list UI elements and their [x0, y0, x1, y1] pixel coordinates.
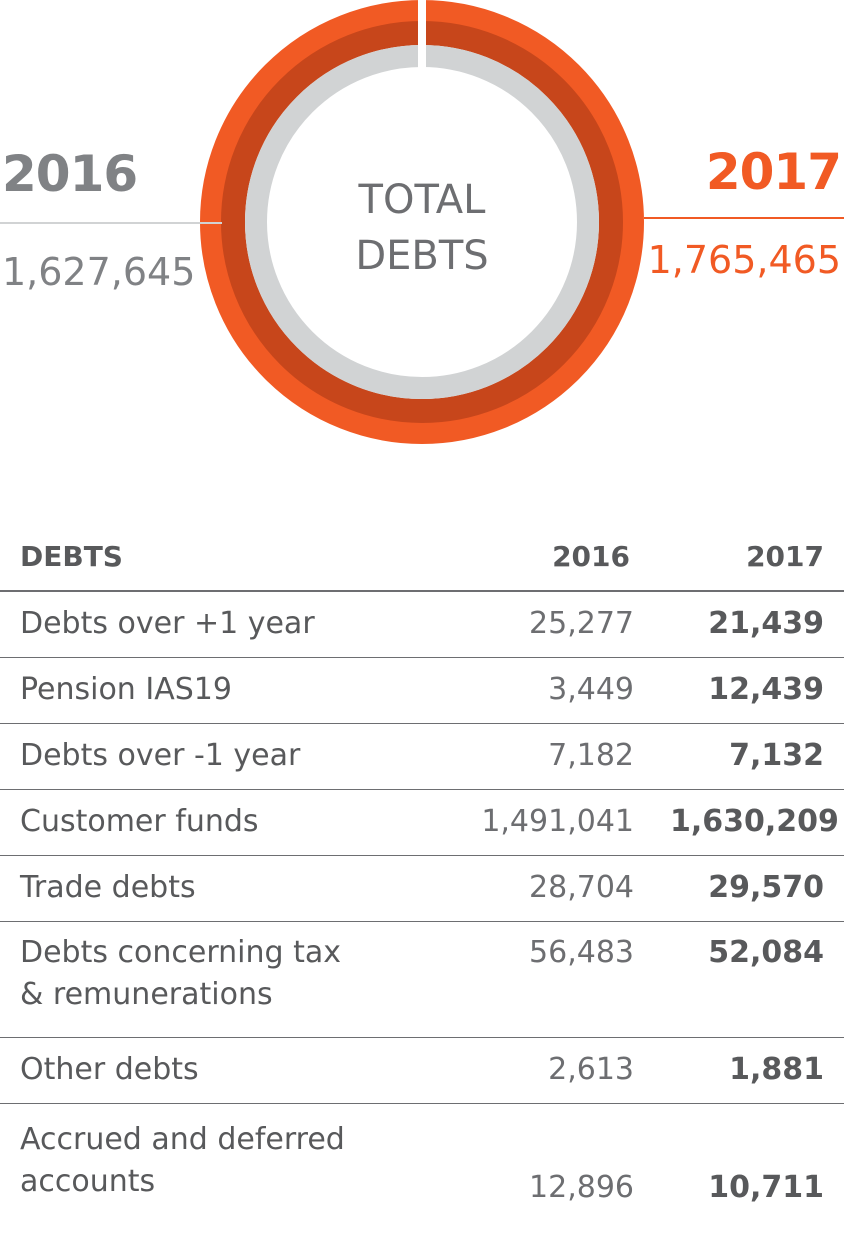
row-label: Debts over +1 year — [0, 591, 440, 658]
value-2016: 56,483 — [440, 921, 650, 1038]
value-2017: 21,439 — [650, 591, 844, 658]
value-2016: 12,896 — [529, 1170, 634, 1205]
row-label: Accrued and deferred accounts — [0, 1103, 440, 1219]
value-2016: 28,704 — [440, 855, 650, 922]
value-2016: 1,491,041 — [440, 789, 650, 856]
donut-title-line-1: TOTAL — [358, 177, 486, 223]
value-2017: 1,630,209 — [650, 789, 844, 856]
table-row: Debts over -1 year 7,182 7,132 — [0, 723, 844, 790]
row-label: Debts over -1 year — [0, 723, 440, 790]
donut-center-title: TOTAL DEBTS — [300, 172, 544, 284]
year-2017-label: 2017 — [705, 143, 842, 201]
value-2017: 29,570 — [650, 855, 844, 922]
value-2016: 3,449 — [440, 657, 650, 724]
row-label-line-1: Debts concerning tax — [20, 934, 341, 970]
column-header-2017: 2017 — [650, 522, 844, 592]
row-label-line-2: accounts — [20, 1164, 156, 1200]
row-label-line-2: & remunerations — [20, 976, 273, 1012]
value-2017: 7,132 — [650, 723, 844, 790]
value-2016: 2,613 — [440, 1037, 650, 1104]
row-label: Debts concerning tax & remunerations — [0, 921, 440, 1038]
value-2017: 52,084 — [650, 921, 844, 1038]
year-2017-rule — [644, 217, 844, 219]
table-row: Customer funds 1,491,041 1,630,209 — [0, 789, 844, 856]
value-2017: 12,439 — [650, 657, 844, 724]
column-header-debts: DEBTS — [0, 522, 440, 592]
value-2017: 1,881 — [650, 1037, 844, 1104]
table-row: Debts concerning tax & remunerations 56,… — [0, 921, 844, 1038]
table-row: Trade debts 28,704 29,570 — [0, 855, 844, 922]
year-2017-total: 1,765,465 — [647, 238, 841, 282]
year-2016-label: 2016 — [2, 145, 138, 203]
row-label: Trade debts — [0, 855, 440, 922]
value-2017: 10,711 — [708, 1170, 824, 1205]
row-label-line-1: Accrued and deferred — [20, 1122, 345, 1158]
column-header-2016: 2016 — [440, 522, 650, 592]
table-row: Accrued and deferred accounts 12,896 10,… — [0, 1103, 844, 1219]
year-2016-rule — [0, 222, 222, 224]
row-label: Customer funds — [0, 789, 440, 856]
table-row: Pension IAS19 3,449 12,439 — [0, 657, 844, 724]
table-row: Other debts 2,613 1,881 — [0, 1037, 844, 1104]
ring-gap — [418, 0, 426, 75]
year-2016-total: 1,627,645 — [2, 250, 196, 294]
debts-table: DEBTS 2016 2017 Debts over +1 year 25,27… — [0, 522, 844, 1219]
row-label: Other debts — [0, 1037, 440, 1104]
donut-title-line-2: DEBTS — [355, 233, 489, 279]
row-label: Pension IAS19 — [0, 657, 440, 724]
value-2016: 7,182 — [440, 723, 650, 790]
table-row: Debts over +1 year 25,277 21,439 — [0, 591, 844, 658]
table-header-row: DEBTS 2016 2017 — [0, 522, 844, 592]
value-2016: 25,277 — [440, 591, 650, 658]
